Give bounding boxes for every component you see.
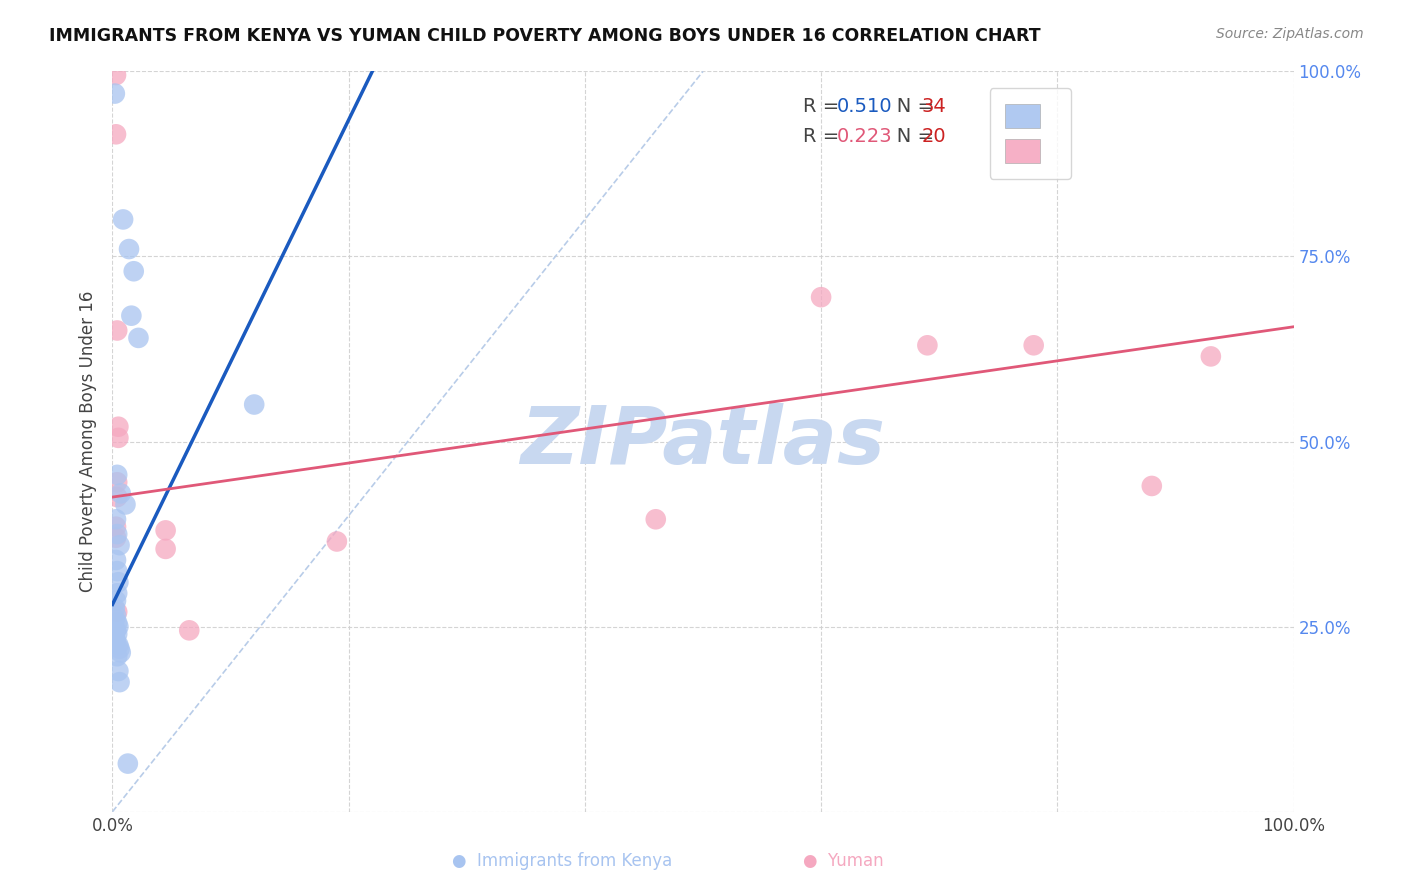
Text: N =: N = [877, 127, 941, 146]
Text: IMMIGRANTS FROM KENYA VS YUMAN CHILD POVERTY AMONG BOYS UNDER 16 CORRELATION CHA: IMMIGRANTS FROM KENYA VS YUMAN CHILD POV… [49, 27, 1040, 45]
Point [105, 324, 128, 338]
Point [110, 486, 132, 500]
Point [120, 309, 142, 323]
Point [644, 512, 666, 526]
Point [107, 638, 129, 652]
Text: ZIPatlas: ZIPatlas [520, 402, 886, 481]
Point [105, 608, 128, 623]
Text: 34: 34 [921, 97, 946, 116]
Point [104, 87, 127, 101]
Point [114, 498, 136, 512]
Point [127, 331, 149, 345]
Point [107, 575, 129, 590]
Point [105, 624, 128, 638]
Text: 20: 20 [921, 127, 946, 146]
Point [110, 646, 132, 660]
Point [118, 242, 141, 256]
Point [108, 641, 131, 656]
Point [105, 586, 128, 600]
Legend: , : , [990, 88, 1071, 178]
Point [105, 564, 128, 578]
Point [105, 467, 128, 482]
Text: 0.510: 0.510 [837, 97, 891, 116]
Point [107, 664, 129, 678]
Point [104, 631, 127, 645]
Point [155, 541, 177, 556]
Point [122, 264, 145, 278]
Point [243, 398, 266, 412]
Point [105, 593, 128, 607]
Point [105, 527, 128, 541]
Point [107, 431, 129, 445]
Point [107, 619, 129, 633]
Point [117, 756, 139, 771]
Point [104, 601, 127, 615]
Point [179, 624, 201, 638]
Point [105, 627, 128, 641]
Point [105, 512, 128, 526]
Point [105, 531, 128, 545]
Point [105, 475, 128, 490]
Point [105, 128, 128, 142]
Point [108, 538, 131, 552]
Text: 0.223: 0.223 [837, 127, 891, 146]
Text: N =: N = [877, 97, 941, 116]
Point [1140, 479, 1163, 493]
Text: ●  Yuman: ● Yuman [803, 852, 884, 870]
Point [105, 615, 128, 630]
Point [108, 675, 131, 690]
Point [112, 212, 135, 227]
Point [155, 524, 177, 538]
Point [326, 534, 349, 549]
Point [105, 634, 128, 648]
Point [1199, 350, 1222, 364]
Point [917, 338, 939, 352]
Point [105, 553, 128, 567]
Point [107, 419, 129, 434]
Point [105, 649, 128, 664]
Text: R =: R = [803, 97, 846, 116]
Text: ●  Immigrants from Kenya: ● Immigrants from Kenya [453, 852, 672, 870]
Point [105, 605, 128, 619]
Y-axis label: Child Poverty Among Boys Under 16: Child Poverty Among Boys Under 16 [79, 291, 97, 592]
Point [105, 519, 128, 533]
Point [104, 612, 127, 626]
Point [105, 490, 128, 504]
Text: Source: ZipAtlas.com: Source: ZipAtlas.com [1216, 27, 1364, 41]
Point [105, 68, 128, 82]
Point [1022, 338, 1045, 352]
Text: R =: R = [803, 127, 846, 146]
Point [810, 290, 832, 304]
